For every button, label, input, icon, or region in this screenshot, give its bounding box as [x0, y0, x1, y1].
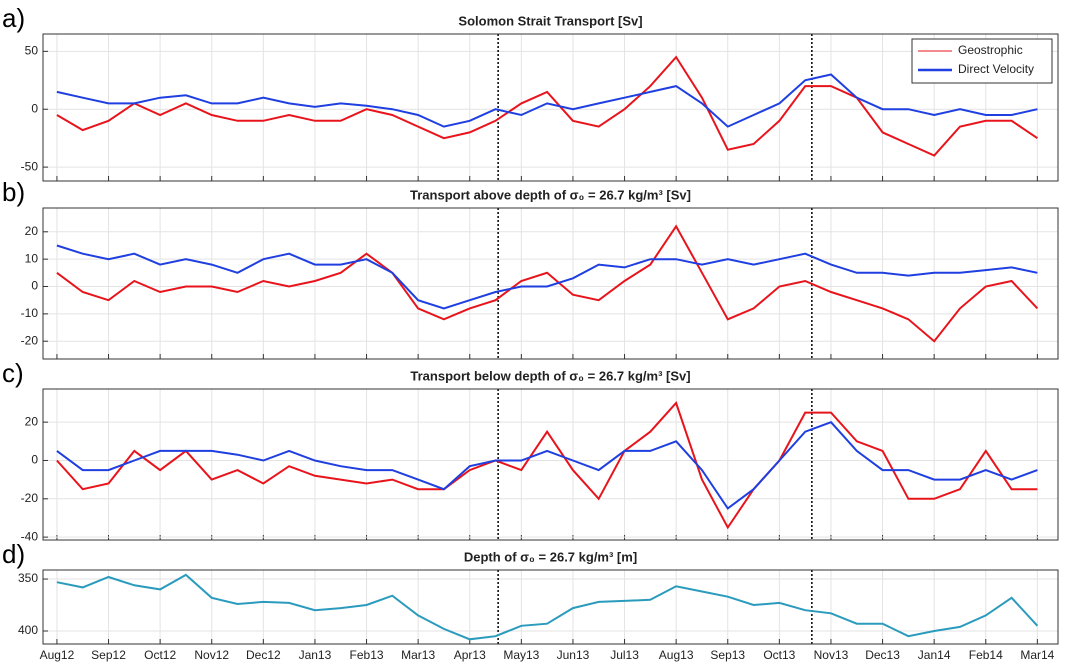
x-tick-label: Apr13 — [454, 648, 486, 662]
x-tick-label: Aug13 — [659, 648, 694, 662]
x-tick-label: Aug12 — [40, 648, 75, 662]
panel-title: Solomon Strait Transport [Sv] — [458, 13, 642, 28]
panel-label: d) — [2, 539, 25, 569]
x-tick-label: Jan13 — [299, 648, 332, 662]
plot-area — [43, 570, 1058, 644]
legend-label: Geostrophic — [958, 43, 1023, 57]
panel-label: b) — [2, 177, 25, 207]
x-tick-label: Dec13 — [865, 648, 900, 662]
series-line — [56, 421, 1038, 510]
x-tick-label: Nov12 — [194, 648, 229, 662]
legend-label: Direct Velocity — [958, 62, 1034, 76]
plot-frame — [42, 207, 1059, 360]
plot-frame — [42, 388, 1059, 541]
panel-title: Depth of σ₀ = 26.7 kg/m³ [m] — [464, 549, 637, 564]
plot-frame — [42, 569, 1059, 645]
x-tick-label: Jul13 — [610, 648, 639, 662]
x-tick-label: Feb13 — [350, 648, 384, 662]
series-line — [56, 55, 1038, 157]
y-tick-label: 0 — [31, 279, 38, 293]
y-tick-label: 20 — [25, 224, 39, 238]
y-tick-label: 0 — [31, 453, 38, 467]
x-tick-label: Dec12 — [246, 648, 281, 662]
x-tick-label: Mar14 — [1020, 648, 1054, 662]
y-tick-label: -40 — [21, 529, 39, 543]
y-tick-label: 0 — [31, 101, 38, 115]
panel-label: c) — [2, 358, 24, 388]
legend-box — [911, 38, 1053, 84]
x-tick-label: May13 — [503, 648, 539, 662]
x-tick-label: Jun13 — [557, 648, 590, 662]
series-line — [56, 224, 1039, 343]
y-tick-label: 10 — [25, 251, 39, 265]
y-tick-label: 350 — [18, 571, 38, 585]
x-tick-label: Oct13 — [763, 648, 795, 662]
plot-area — [43, 208, 1058, 359]
x-tick-label: Nov13 — [814, 648, 849, 662]
series-line — [56, 73, 1038, 128]
x-tick-label: Jan14 — [918, 648, 951, 662]
y-tick-label: -20 — [21, 333, 39, 347]
series-line — [56, 401, 1038, 530]
y-tick-label: 400 — [18, 623, 38, 637]
x-tick-label: Feb14 — [969, 648, 1003, 662]
series-line — [56, 244, 1038, 310]
y-tick-label: 20 — [25, 414, 39, 428]
series-line — [56, 573, 1039, 641]
x-tick-label: Mar13 — [401, 648, 435, 662]
y-tick-label: -50 — [21, 159, 39, 173]
panel-title: Transport below depth of σ₀ = 26.7 kg/m³… — [410, 368, 690, 383]
panel-label: a) — [2, 3, 25, 33]
y-tick-label: 50 — [25, 44, 39, 58]
panel-title: Transport above depth of σ₀ = 26.7 kg/m³… — [410, 187, 691, 202]
plot-area — [43, 389, 1058, 540]
y-tick-label: -10 — [21, 306, 39, 320]
y-tick-label: -20 — [21, 491, 39, 505]
x-tick-label: Oct12 — [144, 648, 176, 662]
x-tick-label: Sep12 — [91, 648, 126, 662]
plot-frame — [42, 33, 1059, 182]
x-tick-label: Sep13 — [710, 648, 745, 662]
